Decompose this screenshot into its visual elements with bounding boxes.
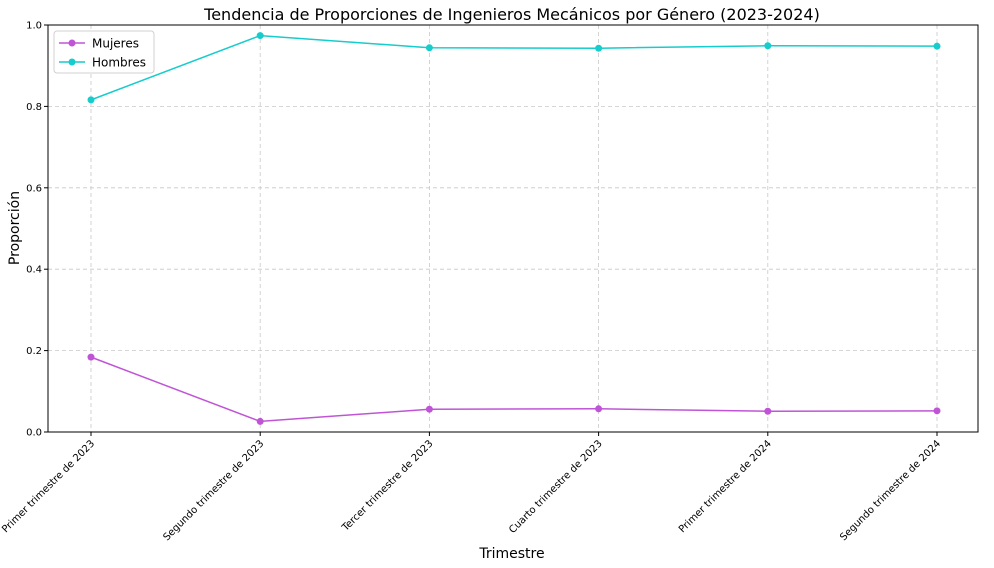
legend-marker bbox=[68, 39, 76, 47]
series-group bbox=[87, 32, 941, 425]
grid bbox=[48, 24, 978, 433]
legend-marker bbox=[68, 58, 76, 66]
y-tick-label: 0.6 bbox=[26, 183, 42, 194]
series-line-hombres bbox=[90, 34, 938, 101]
x-axis-ticks: Primer trimestre de 2023 Segundo trimestr… bbox=[0, 432, 943, 543]
data-point-hombres bbox=[933, 42, 941, 50]
data-point-mujeres bbox=[425, 405, 433, 413]
y-tick-label: 1.0 bbox=[26, 21, 42, 32]
chart-title: Tendencia de Proporciones de Ingenieros … bbox=[203, 5, 820, 24]
plot-frame bbox=[47, 24, 979, 433]
data-point-mujeres bbox=[87, 353, 95, 361]
legend-label: Mujeres bbox=[92, 37, 139, 51]
y-tick-label: 0.2 bbox=[26, 346, 42, 357]
x-tick-label: Tercer trimestre de 2023 bbox=[340, 438, 436, 534]
y-tick-label: 0.0 bbox=[26, 428, 42, 439]
y-tick-label: 0.4 bbox=[26, 265, 42, 276]
data-point-hombres bbox=[764, 42, 772, 50]
data-point-hombres bbox=[425, 44, 433, 52]
x-axis-label: Trimestre bbox=[478, 546, 544, 562]
data-point-hombres bbox=[87, 96, 95, 104]
y-axis-ticks: 0.0 0.2 0.4 0.6 0.8 1.0 bbox=[26, 21, 48, 439]
x-tick-label: Segundo trimestre de 2023 bbox=[161, 438, 266, 543]
y-tick-label: 0.8 bbox=[26, 102, 42, 113]
data-point-hombres bbox=[595, 44, 603, 52]
y-axis-label: Proporción bbox=[7, 191, 23, 265]
x-tick-label: Primer trimestre de 2023 bbox=[0, 438, 97, 535]
data-point-mujeres bbox=[256, 417, 264, 425]
legend: Mujeres Hombres bbox=[53, 30, 155, 74]
data-point-mujeres bbox=[933, 407, 941, 415]
x-tick-label: Primer trimestre de 2024 bbox=[677, 438, 774, 535]
data-point-mujeres bbox=[764, 407, 772, 415]
legend-label: Hombres bbox=[92, 56, 146, 70]
series-line-mujeres bbox=[90, 356, 938, 423]
x-tick-label: Cuarto trimestre de 2023 bbox=[507, 438, 605, 536]
x-tick-label: Segundo trimestre de 2024 bbox=[838, 438, 943, 543]
data-point-mujeres bbox=[595, 405, 603, 413]
data-point-hombres bbox=[256, 32, 264, 40]
